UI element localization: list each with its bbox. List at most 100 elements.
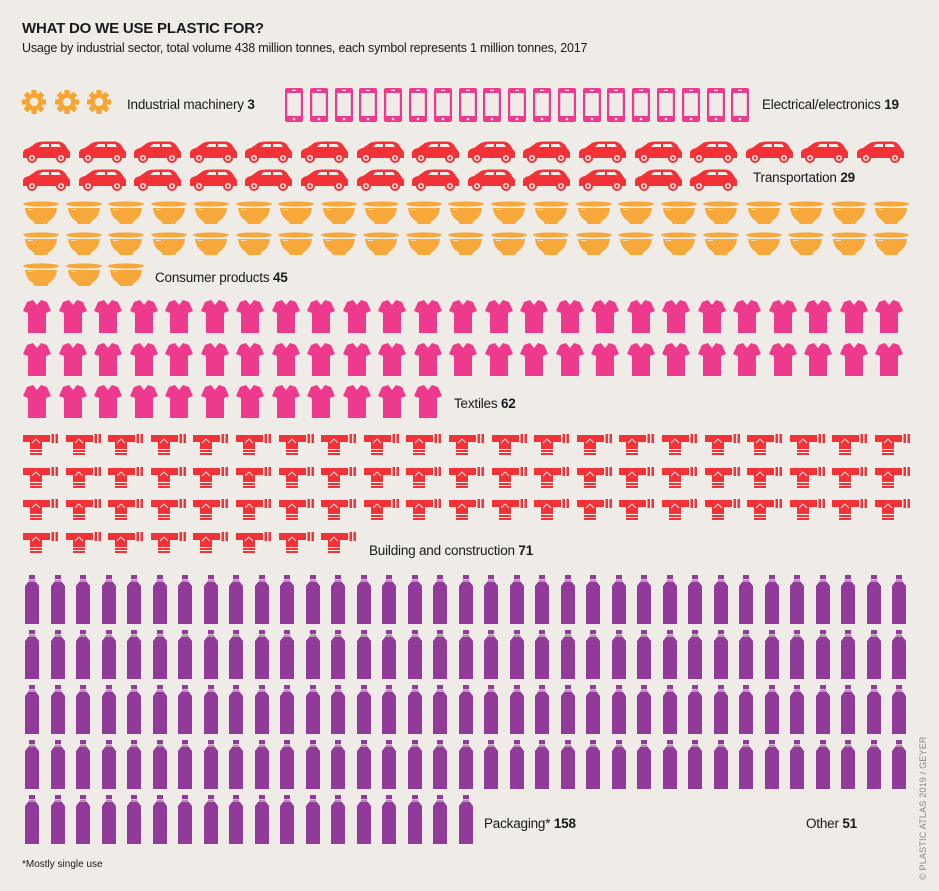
pipe-fitting-icon [747,434,783,455]
bottle-icon [764,740,779,789]
car-icon [745,141,793,163]
pipe-fitting-icon [236,499,271,520]
bowl-icon [320,232,357,255]
smartphone-icon [632,88,651,122]
label-consumer-products: Consumer products 45 [155,270,288,285]
pipe-fitting-icon [875,434,910,455]
bottle-icon [688,740,702,789]
bowl-icon [405,232,442,255]
tshirt-icon [342,342,371,376]
car-icon [634,169,682,191]
bottle-icon [254,795,269,844]
bowl-icon [660,201,697,224]
car-icon [523,169,571,191]
bottle-icon [458,630,473,679]
bottle-icon [433,575,447,624]
bottle-icon [50,795,65,844]
bottle-icon [637,575,651,624]
bowl-icon [193,232,229,255]
bowl-icon [235,201,272,224]
bowl-icon [363,201,399,224]
tshirt-icon [129,300,158,333]
tshirt-icon [733,342,761,376]
smartphone-icon [409,88,427,122]
bottle-icon [790,685,804,734]
bottle-icon [713,740,728,789]
car-icon [579,169,626,191]
tshirt-icon [378,385,406,418]
bowl-icon [278,232,314,255]
bottle-icon [688,575,702,624]
bottle-icon [331,685,345,734]
bottle-icon [356,630,371,679]
car-icon [356,141,404,163]
pipe-fitting-icon [65,499,101,520]
bottle-icon [229,575,243,624]
bottle-icon [713,685,728,734]
gear-icon [54,90,79,114]
car-icon [23,169,70,191]
bottle-icon [535,740,549,789]
bottle-icon [331,740,345,789]
bowl-icon [873,232,909,255]
tshirt-icon [591,300,619,333]
bottle-icon [586,685,600,734]
bottle-icon [892,685,906,734]
tshirt-icon [839,300,868,333]
pipe-fitting-icon [236,434,271,455]
tshirt-icon [449,300,477,333]
bottle-icon [356,795,371,844]
car-icon [23,141,70,163]
bottle-icon [203,685,218,734]
bottle-icon [764,630,779,679]
bottle-icon [739,685,753,734]
bottle-icon [637,685,651,734]
bottle-icon [484,685,498,734]
bowl-icon [235,232,272,255]
bowl-icon [108,232,144,255]
bottle-icon [892,630,906,679]
bowl-icon [660,232,697,255]
pipe-fitting-icon [23,434,58,455]
pipe-fitting-icon [576,466,612,488]
tshirt-icon [555,342,584,376]
smartphone-icon [384,88,403,122]
bottle-icon [331,795,345,844]
bottle-icon [866,740,881,789]
bottle-icon [76,740,90,789]
pipe-fitting-icon [449,499,484,520]
pipe-fitting-icon [704,434,740,455]
pipe-fitting-icon [278,466,314,488]
pipe-fitting-icon [406,499,442,520]
pipe-fitting-icon [576,434,612,455]
bottle-icon [203,740,218,789]
bottle-icon [713,630,728,679]
bowl-icon [873,201,909,224]
pipe-fitting-icon [789,499,825,520]
tshirt-icon [626,342,655,376]
bottle-icon [280,740,294,789]
bottle-icon [101,795,116,844]
bottle-icon [841,685,855,734]
pipe-fitting-icon [619,434,655,455]
label-other: Other 51 [806,816,857,831]
bottle-icon [866,685,881,734]
car-icon [189,141,237,163]
pipe-fitting-icon [278,434,314,455]
pipe-fitting-icon [534,499,570,520]
smartphone-icon [483,88,502,122]
bottle-icon [50,740,65,789]
bottle-icon [25,740,39,789]
bowl-icon [448,232,484,255]
tshirt-icon [94,342,122,376]
tshirt-icon [58,300,87,333]
pipe-fitting-icon [23,499,58,520]
bottle-icon [178,795,192,844]
bottle-icon [484,630,498,679]
tshirt-icon [129,342,158,376]
pipe-fitting-icon [576,499,612,520]
bottle-icon [841,740,855,789]
pipe-fitting-icon [662,434,697,455]
bottle-icon [790,740,804,789]
smartphone-icon [657,88,675,122]
